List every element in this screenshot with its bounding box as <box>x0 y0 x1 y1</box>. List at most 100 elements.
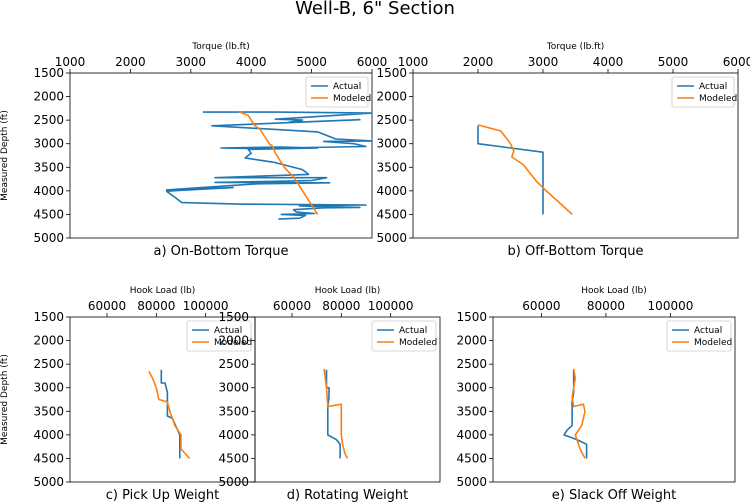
y-tick-label: 4000 <box>33 184 64 198</box>
y-tick-label: 2000 <box>33 334 64 348</box>
series-line-modeled <box>477 124 573 215</box>
y-tick-label: 3000 <box>33 137 64 151</box>
legend-label-modeled: Modeled <box>694 338 732 348</box>
panel-caption: b) Off-Bottom Torque <box>508 244 644 259</box>
plot-frame <box>492 316 736 483</box>
legend-box <box>671 76 735 108</box>
panel-caption: a) On-Bottom Torque <box>154 244 289 259</box>
y-tick-label: 4500 <box>218 451 249 465</box>
y-tick-label: 2500 <box>33 357 64 371</box>
x-tick-label: 6000 <box>723 55 750 69</box>
x-tick-label: 80000 <box>322 299 360 313</box>
y-tick-label: 3000 <box>33 381 64 395</box>
x-axis-label: Hook Load (lb) <box>130 286 196 296</box>
x-axis-label: Hook Load (lb) <box>315 286 381 296</box>
y-tick-label: 3500 <box>456 404 487 418</box>
chart-panel-3: 60000 80000 100000150020002500300035004000… <box>0 286 256 503</box>
legend-box <box>305 76 369 108</box>
y-tick-label: 1500 <box>33 310 64 324</box>
x-tick-label: 6000 <box>357 55 388 69</box>
x-tick-label: 60000 <box>273 299 311 313</box>
x-tick-label: 60000 <box>522 299 560 313</box>
x-tick-label: 2000 <box>463 55 494 69</box>
y-tick-label: 1500 <box>376 66 407 80</box>
x-tick-label: 4000 <box>593 55 624 69</box>
legend: Actual Modeled <box>671 76 737 108</box>
x-tick-label: 5000 <box>296 55 327 69</box>
y-tick-label: 4000 <box>456 428 487 442</box>
y-tick-label: 3000 <box>376 137 407 151</box>
chart-panel-4: 60000 80000 100000 1500 2000 2500 3000 3500 4000… <box>218 286 441 503</box>
series-line-actual <box>477 125 544 215</box>
x-tick-label: 100000 <box>183 299 229 313</box>
y-tick-label: 2000 <box>33 90 64 104</box>
x-tick-label: 1000 <box>55 55 86 69</box>
y-tick-label: 5000 <box>376 231 407 245</box>
series-line-actual <box>165 111 372 220</box>
panel-caption: d) Rotating Weight <box>287 488 409 503</box>
y-tick-label: 4000 <box>33 428 64 442</box>
y-tick-label: 2000 <box>456 334 487 348</box>
x-tick-label: 2000 <box>115 55 146 69</box>
y-tick-label: 4000 <box>218 428 249 442</box>
legend-label-actual: Actual <box>333 82 361 92</box>
plot-frame <box>412 72 739 239</box>
y-tick-label: 2000 <box>218 334 249 348</box>
legend-label-actual: Actual <box>214 326 242 336</box>
y-tick-label: 2000 <box>376 90 407 104</box>
y-tick-label: 5000 <box>218 475 249 489</box>
panel-caption: e) Slack Off Weight <box>552 488 676 503</box>
legend: Actual Modeled <box>186 320 252 352</box>
legend: Actual Modeled <box>666 320 732 352</box>
y-tick-label: 1500 <box>456 310 487 324</box>
y-tick-label: 3500 <box>33 404 64 418</box>
y-tick-label: 2500 <box>376 113 407 127</box>
plot-frame <box>254 316 441 483</box>
legend-label-actual: Actual <box>399 326 427 336</box>
x-tick-label: 1000 <box>398 55 429 69</box>
y-tick-label: 4500 <box>33 451 64 465</box>
y-tick-label: 1500 <box>33 66 64 80</box>
y-axis-label: Measured Depth (ft) <box>0 110 10 201</box>
x-axis-label: Torque (lb.ft) <box>191 42 249 52</box>
y-tick-label: 4500 <box>33 207 64 221</box>
y-tick-label: 3500 <box>218 404 249 418</box>
x-axis-label: Torque (lb.ft) <box>546 42 604 52</box>
y-tick-label: 2500 <box>33 113 64 127</box>
y-tick-label: 5000 <box>33 475 64 489</box>
legend-box <box>666 320 732 352</box>
y-tick-label: 2500 <box>456 357 487 371</box>
x-tick-label: 3000 <box>528 55 559 69</box>
chart-panel-5: 60000 80000 100000 1500 2000 2500 3000 3500 4000… <box>456 286 736 503</box>
legend-label-modeled: Modeled <box>333 94 371 104</box>
x-tick-label: 5000 <box>658 55 689 69</box>
y-tick-label: 3500 <box>33 160 64 174</box>
series-line-modeled <box>571 368 586 459</box>
series-line-modeled <box>323 368 349 459</box>
figure-title: Well-B, 6" Section <box>295 0 455 19</box>
series-line-modeled <box>148 370 191 459</box>
legend: Actual Modeled <box>305 76 371 108</box>
x-tick-label: 100000 <box>648 299 694 313</box>
y-tick-label: 2500 <box>218 357 249 371</box>
x-tick-label: 4000 <box>236 55 267 69</box>
legend-box <box>371 320 437 352</box>
y-axis-label: Measured Depth (ft) <box>0 354 10 445</box>
x-tick-label: 80000 <box>137 299 175 313</box>
x-tick-label: 80000 <box>587 299 625 313</box>
legend-box <box>186 320 252 352</box>
y-tick-label: 4500 <box>456 451 487 465</box>
plot-frame <box>69 72 373 239</box>
chart-panel-1: 1000 2000 3000 4000 5000 6000 1500 2000 2500 3000… <box>0 42 387 259</box>
x-tick-label: 100000 <box>368 299 414 313</box>
legend-label-actual: Actual <box>694 326 722 336</box>
panel-caption: c) Pick Up Weight <box>106 488 220 503</box>
y-tick-label: 5000 <box>456 475 487 489</box>
legend-label-modeled: Modeled <box>699 94 737 104</box>
y-tick-label: 3000 <box>456 381 487 395</box>
series-line-actual <box>563 369 588 459</box>
series-line-modeled <box>238 110 319 215</box>
chart-panel-2: 1000 2000 3000 4000 5000 6000 1500 2000 2500 3000… <box>376 42 750 259</box>
y-tick-label: 1500 <box>218 310 249 324</box>
